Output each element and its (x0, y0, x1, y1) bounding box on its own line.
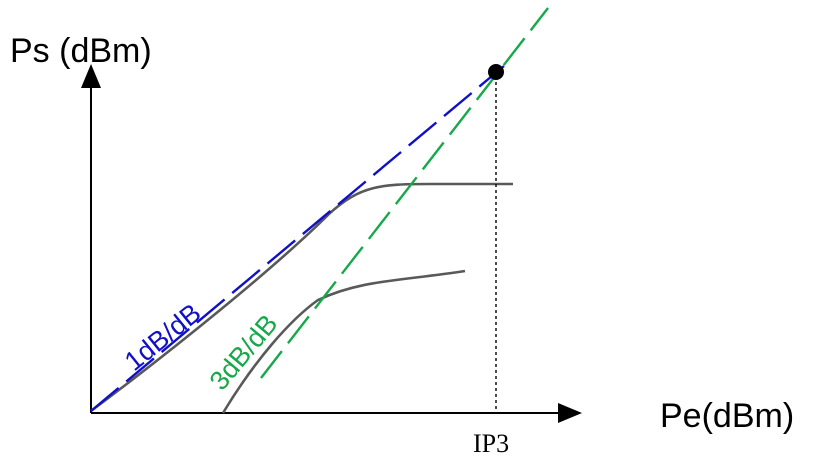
fundamental-asymptote (90, 65, 505, 412)
x-axis-arrowhead (558, 403, 582, 423)
fundamental-slope-label: 1dB/dB (119, 298, 207, 377)
third-order-output-curve (221, 269, 466, 414)
y-axis-label: Ps (dBm) (10, 32, 152, 70)
third-order-asymptote (260, 7, 549, 379)
ip3-tick-label: IP3 (473, 429, 509, 458)
y-axis-arrowhead (81, 64, 101, 88)
ip3-intercept-point (488, 64, 504, 80)
fundamental-output-curve (90, 182, 513, 413)
x-axis-label: Pe(dBm) (660, 397, 794, 435)
